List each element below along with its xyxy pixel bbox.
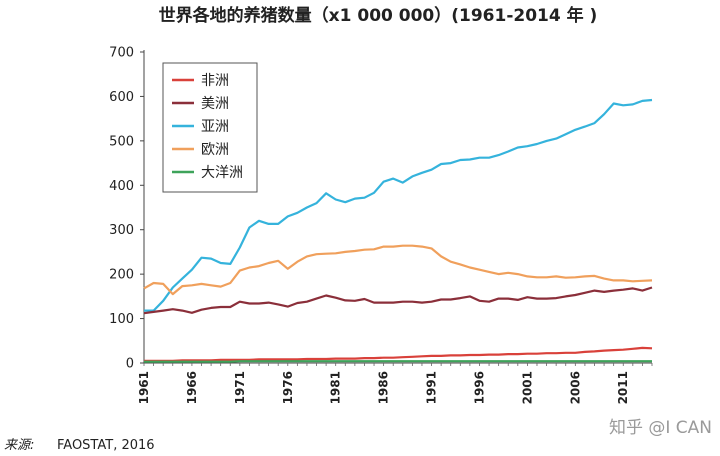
- watermark: 知乎 @I CAN: [609, 418, 712, 438]
- y-tick-label: 0: [126, 357, 134, 372]
- legend-label: 非洲: [201, 73, 229, 89]
- x-tick-label: 1966: [185, 371, 199, 404]
- y-tick-label: 300: [109, 223, 134, 238]
- legend-label: 大洋洲: [201, 165, 243, 181]
- chart-title: 世界各地的养猪数量（x1 000 000）(1961-2014 年 ): [159, 5, 598, 26]
- series-line: [143, 286, 653, 315]
- series-line: [144, 346, 653, 362]
- series-line: [144, 98, 653, 312]
- series-line: [144, 360, 652, 363]
- y-tick-label: 200: [109, 268, 134, 283]
- legend-label: 亚洲: [201, 119, 229, 135]
- x-tick-label: 2006: [568, 371, 582, 404]
- x-tick-label: 1981: [329, 371, 343, 404]
- x-tick-label: 1996: [472, 371, 486, 404]
- x-tick-label: 1991: [425, 371, 439, 404]
- plot-area: 0 100 200 300 400 500 600 700 1961 1966 1971 1976 19…: [109, 46, 653, 404]
- y-tick-label: 400: [109, 179, 134, 194]
- source-label: 来源:: [4, 438, 34, 453]
- x-tick-label: 1976: [281, 371, 295, 404]
- series-line: [143, 244, 653, 296]
- x-tick-label: 2011: [616, 371, 630, 404]
- x-tick-label: 1986: [377, 371, 391, 404]
- y-tick-label: 700: [109, 46, 134, 61]
- y-tick-label: 600: [109, 90, 134, 105]
- x-tick-label: 2001: [520, 371, 534, 404]
- legend-box: [162, 62, 258, 193]
- y-tick-label: 100: [109, 312, 134, 327]
- x-tick-label: 1971: [233, 371, 247, 404]
- y-tick-label: 500: [109, 134, 134, 149]
- legend-label: 欧洲: [201, 142, 229, 158]
- legend-label: 美洲: [201, 96, 229, 112]
- x-tick-label: 1961: [137, 371, 151, 404]
- source-text: FAOSTAT, 2016: [57, 438, 155, 453]
